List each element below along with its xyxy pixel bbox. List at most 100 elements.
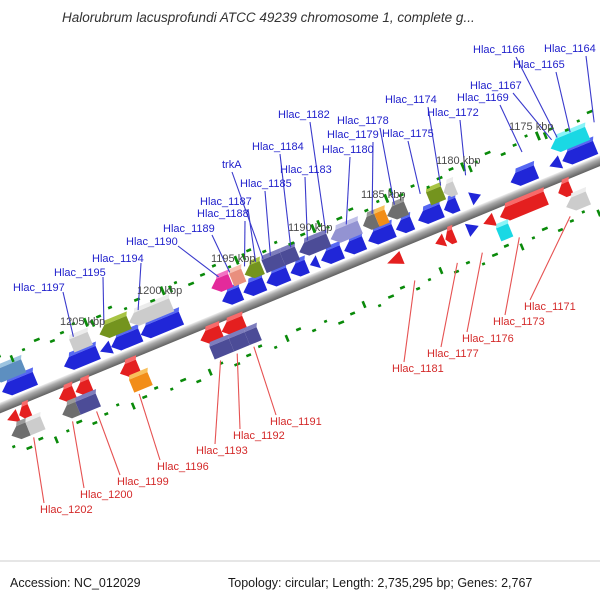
gene-label[interactable]: Hlac_1177: [427, 348, 479, 360]
gene-arrow[interactable]: [9, 422, 31, 442]
gene-arrow[interactable]: [441, 181, 459, 199]
gene-label[interactable]: Hlac_1196: [157, 461, 209, 473]
gene-arrow[interactable]: [385, 250, 405, 270]
gene-label[interactable]: Hlac_1167: [470, 80, 522, 92]
gene-density-tick: [581, 210, 586, 214]
gene-arrow[interactable]: [415, 204, 445, 227]
gene-arrow[interactable]: [0, 371, 39, 399]
gene-arrow[interactable]: [244, 327, 262, 346]
gene-arrow[interactable]: [17, 404, 33, 422]
gene-label[interactable]: Hlac_1183: [280, 164, 332, 176]
gene-arrow[interactable]: [297, 233, 332, 259]
gene-density-tick: [21, 347, 26, 352]
gene-arrow[interactable]: [264, 267, 292, 289]
gene-label[interactable]: Hlac_1182: [278, 109, 330, 121]
gene-arrow[interactable]: [242, 260, 265, 281]
gene-density-tick: [586, 109, 593, 115]
gene-arrow[interactable]: [73, 379, 94, 398]
gene-label[interactable]: Hlac_1176: [462, 333, 514, 345]
gene-arrow[interactable]: [279, 246, 301, 266]
gene-arrow[interactable]: [341, 236, 368, 257]
gene-label[interactable]: Hlac_1190: [126, 236, 178, 248]
gene-label[interactable]: Hlac_1199: [117, 476, 169, 488]
gene-label[interactable]: Hlac_1192: [233, 430, 285, 442]
gene-label[interactable]: Hlac_1184: [252, 141, 304, 153]
gene-label[interactable]: Hlac_1185: [240, 178, 292, 190]
gene-arrow[interactable]: [556, 181, 574, 199]
gene-arrow[interactable]: [548, 126, 591, 155]
gene-arrow[interactable]: [126, 298, 175, 328]
gene-arrow[interactable]: [69, 331, 93, 353]
gene-arrow[interactable]: [433, 233, 448, 250]
gene-label[interactable]: Hlac_1171: [524, 301, 576, 313]
gene-arrow[interactable]: [497, 191, 549, 224]
gene-arrow[interactable]: [241, 277, 268, 299]
gene-arrow[interactable]: [393, 216, 416, 236]
gene-label[interactable]: trkA: [222, 159, 242, 171]
gene-label[interactable]: Hlac_1175: [382, 128, 434, 140]
gene-label[interactable]: Hlac_1178: [337, 115, 389, 127]
gene-arrow[interactable]: [425, 186, 447, 206]
gene-label[interactable]: Hlac_1179: [327, 129, 379, 141]
gene-label[interactable]: Hlac_1172: [427, 107, 479, 119]
gene-arrow[interactable]: [5, 409, 21, 427]
gene-arrow[interactable]: [547, 155, 564, 173]
gene-arrow[interactable]: [481, 212, 498, 231]
gene-arrow[interactable]: [441, 197, 461, 217]
gene-arrow[interactable]: [219, 286, 245, 308]
gene-label[interactable]: Hlac_1181: [392, 363, 444, 375]
gene-label[interactable]: Hlac_1194: [92, 253, 144, 265]
gene-label[interactable]: Hlac_1173: [493, 316, 545, 328]
gene-label[interactable]: Hlac_1202: [40, 504, 93, 516]
scale-tick: [159, 286, 166, 296]
gene-arrow[interactable]: [560, 140, 599, 168]
gene-label[interactable]: Hlac_1188: [197, 208, 249, 220]
gene-arrow[interactable]: [464, 219, 481, 237]
gene-arrow[interactable]: [228, 332, 250, 352]
gene-arrow[interactable]: [384, 201, 410, 223]
gene-arrow[interactable]: [25, 416, 46, 436]
gene-arrow[interactable]: [209, 338, 235, 360]
gene-arrow[interactable]: [328, 220, 363, 246]
gene-arrow[interactable]: [209, 273, 234, 295]
gene-label[interactable]: Hlac_1169: [457, 92, 509, 104]
gene-arrow[interactable]: [97, 315, 132, 341]
gene-label[interactable]: Hlac_1174: [385, 94, 437, 106]
gene-label[interactable]: Hlac_1191: [270, 416, 322, 428]
gene-label[interactable]: Hlac_1180: [322, 144, 374, 156]
gene-label[interactable]: Hlac_1197: [13, 282, 65, 294]
gene-arrow[interactable]: [138, 311, 185, 342]
gene-label[interactable]: Hlac_1166: [473, 44, 525, 56]
gene-arrow[interactable]: [508, 165, 540, 189]
gene-arrow[interactable]: [56, 385, 78, 405]
gene-arrow[interactable]: [60, 401, 81, 421]
gene-arrow[interactable]: [75, 393, 102, 415]
gene-arrow[interactable]: [468, 188, 484, 206]
gene-arrow[interactable]: [374, 209, 390, 227]
gene-arrow[interactable]: [360, 213, 380, 233]
genome-axis[interactable]: [0, 144, 600, 425]
gene-density-tick: [377, 303, 382, 308]
gene-label[interactable]: Hlac_1193: [196, 445, 248, 457]
gene-arrow[interactable]: [229, 268, 247, 287]
gene-arrow[interactable]: [563, 191, 592, 213]
gene-arrow[interactable]: [318, 245, 345, 267]
gene-label[interactable]: Hlac_1165: [513, 59, 565, 71]
gene-label[interactable]: Hlac_1200: [80, 489, 133, 501]
gene-arrow[interactable]: [97, 340, 114, 359]
gene-label[interactable]: Hlac_1189: [163, 223, 215, 235]
gene-arrow[interactable]: [496, 223, 514, 242]
gene-arrow[interactable]: [0, 359, 27, 385]
gene-arrow[interactable]: [443, 229, 458, 246]
gene-label[interactable]: Hlac_1164: [544, 43, 596, 55]
gene-arrow[interactable]: [307, 255, 321, 271]
gene-arrow[interactable]: [261, 252, 286, 274]
gene-label[interactable]: Hlac_1187: [200, 196, 252, 208]
gene-arrow[interactable]: [128, 372, 153, 393]
gene-arrow[interactable]: [366, 223, 397, 248]
gene-arrow[interactable]: [61, 345, 101, 373]
gene-arrow[interactable]: [288, 259, 310, 280]
gene-arrow[interactable]: [108, 328, 144, 353]
gene-label[interactable]: Hlac_1195: [54, 267, 106, 279]
